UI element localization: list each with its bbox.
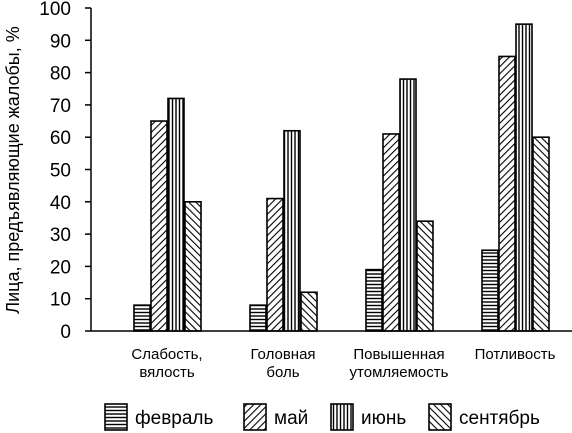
y-tick-label: 100 [39,0,71,20]
bar-horizontal [365,268,383,332]
bar-diagonal [266,197,284,332]
bar-crosshatch [532,136,550,332]
y-tick-label: 10 [50,290,71,311]
legend-label: сентябрь [459,408,540,429]
y-tick-label: 50 [50,161,71,182]
bar-vertical [399,78,417,332]
bar-crosshatch [416,220,434,332]
bar-horizontal [249,304,267,332]
y-tick-label: 60 [50,128,71,149]
y-tick-label: 0 [60,322,71,343]
legend-swatch-vertical [330,403,354,431]
axes [90,8,572,332]
legend-swatch-diagonal [243,403,267,431]
category-label: утомляемость [350,364,449,381]
category-label: Потливость [475,346,556,363]
category-label: Головная [250,346,315,363]
bar-vertical [283,129,301,332]
bar-crosshatch [184,201,202,332]
bar-diagonal [498,55,516,332]
y-tick-label: 80 [50,64,71,85]
bar-crosshatch [300,291,318,332]
y-tick-label: 70 [50,96,71,117]
category-label: вялость [139,364,195,381]
bar-vertical [167,97,185,332]
bar-diagonal [150,120,168,332]
bar-diagonal [382,133,400,332]
legend-label: май [274,408,308,429]
legend-label: июнь [361,408,406,429]
y-tick-label: 90 [50,31,71,52]
legend-label: февраль [135,408,214,429]
y-tick-label: 30 [50,225,71,246]
category-label: Повышенная [353,346,444,363]
y-axis-title: Лица, предъявляющие жалобы, % [3,26,23,313]
bar-vertical [515,23,533,332]
legend-swatch-crosshatch [428,403,452,431]
bar-horizontal [481,249,499,332]
legend: февраль май июнь сентябрь [104,403,540,431]
bar-horizontal [133,304,151,332]
category-label: Слабость, [131,346,202,363]
bars [133,23,550,332]
y-tick-label: 40 [50,193,71,214]
y-tick-label: 20 [50,257,71,278]
y-axis-ticks: 0 10 20 30 40 50 60 70 80 90 100 [39,0,91,343]
legend-swatch-horizontal [104,403,128,431]
category-label: боль [266,364,299,381]
